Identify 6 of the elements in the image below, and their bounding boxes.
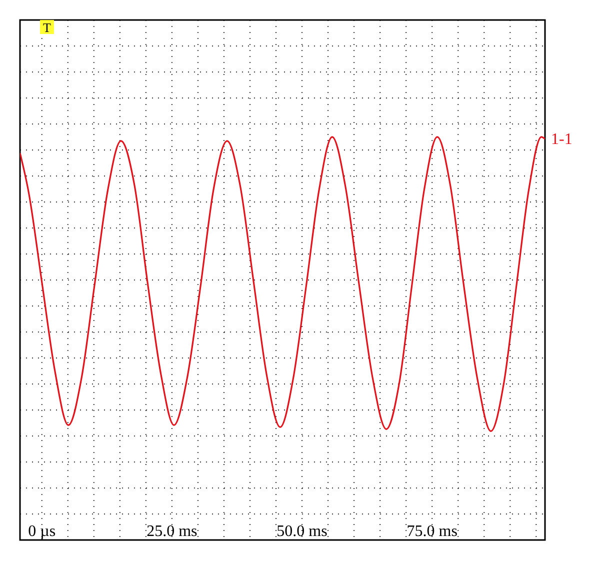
x-tick-label: 75.0 ms bbox=[406, 523, 458, 540]
x-tick-label: 25.0 ms bbox=[146, 523, 198, 540]
x-tick-label: 0 µs bbox=[28, 523, 56, 540]
series-label: 1-1 bbox=[551, 130, 572, 148]
x-tick-label: 50.0 ms bbox=[276, 523, 328, 540]
trigger-marker: T bbox=[40, 20, 54, 35]
